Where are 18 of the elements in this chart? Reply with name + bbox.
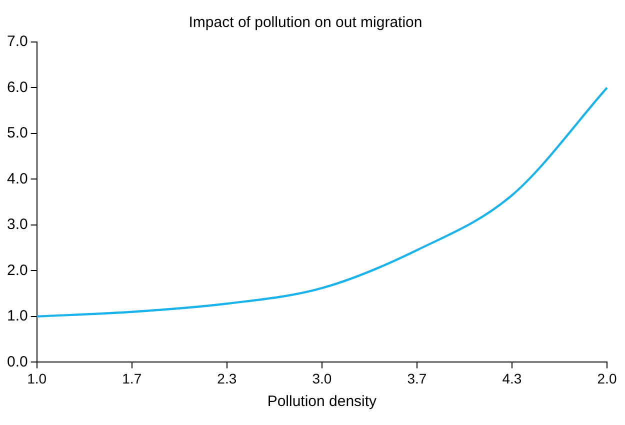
x-tick-label: 3.7 bbox=[407, 370, 427, 386]
x-axis-title: Pollution density bbox=[267, 393, 378, 410]
chart-title: Impact of pollution on out migration bbox=[188, 14, 422, 32]
x-tick-label: 1.0 bbox=[27, 370, 47, 386]
x-tick-label: 2.0 bbox=[597, 370, 617, 386]
y-tick-label: 1.0 bbox=[6, 308, 28, 325]
y-tick-label: 0.0 bbox=[6, 353, 28, 370]
y-tick-label: 2.0 bbox=[6, 262, 28, 279]
y-tick-label: 4.0 bbox=[6, 170, 28, 188]
line-series bbox=[36, 86, 608, 318]
x-tick-label: 1.7 bbox=[122, 370, 142, 386]
x-tick-label: 3.0 bbox=[312, 370, 332, 386]
y-tick-label: 3.0 bbox=[6, 216, 28, 234]
y-tick-label: 7.0 bbox=[6, 33, 28, 50]
y-tick-label: 5.0 bbox=[6, 124, 28, 142]
x-tick-label: 4.3 bbox=[502, 370, 522, 386]
y-tick-label: 6.0 bbox=[6, 78, 28, 96]
x-tick-label: 2.3 bbox=[217, 370, 237, 386]
